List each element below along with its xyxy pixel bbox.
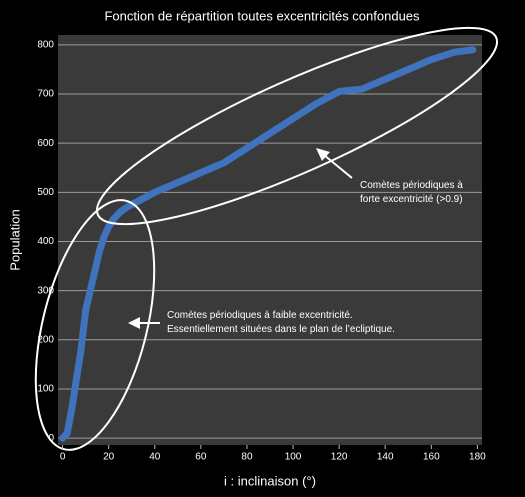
annotation: Comètes périodiques à faible excentricit… — [167, 310, 395, 335]
y-tick-label: 100 — [37, 384, 54, 395]
x-tick-label: 160 — [423, 452, 440, 463]
chart-title: Fonction de répartition toutes excentric… — [104, 8, 420, 23]
y-tick-label: 200 — [37, 334, 54, 345]
arrows — [128, 148, 353, 329]
y-axis-label: Population — [7, 209, 22, 270]
y-tick-label: 400 — [37, 236, 54, 247]
x-tick-label: 80 — [241, 452, 253, 463]
x-tick-label: 180 — [469, 452, 486, 463]
y-tick-label: 800 — [37, 39, 54, 50]
x-tick-label: 120 — [331, 452, 348, 463]
highlight-ellipse — [95, 26, 499, 226]
y-tick-label: 600 — [37, 138, 54, 149]
data-line — [59, 46, 477, 442]
y-tick-label: 500 — [37, 187, 54, 198]
x-tick-label: 20 — [103, 452, 115, 463]
x-tick-label: 40 — [149, 452, 161, 463]
x-tick-label: 100 — [285, 452, 302, 463]
x-tick-label: 0 — [60, 452, 66, 463]
x-tick-label: 140 — [377, 452, 394, 463]
annotation: Comètes périodiques à forte excentricité… — [360, 180, 466, 205]
y-tick-label: 0 — [48, 433, 54, 444]
x-tick-label: 60 — [195, 452, 207, 463]
plot-area — [58, 35, 482, 445]
highlight-ellipse — [34, 199, 156, 451]
y-tick-label: 300 — [37, 285, 54, 296]
y-tick-label: 700 — [37, 89, 54, 100]
x-axis-label: i : inclinaison (°) — [224, 473, 316, 488]
